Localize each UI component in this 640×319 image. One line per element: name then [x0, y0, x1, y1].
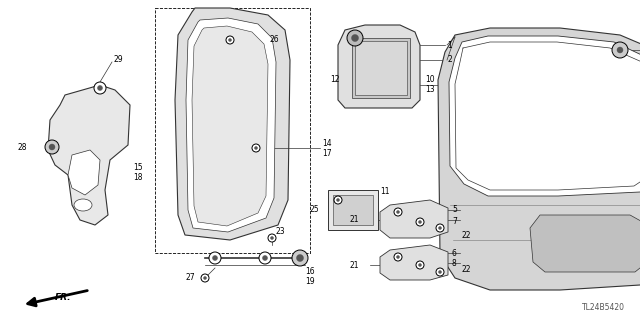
Polygon shape [449, 36, 640, 196]
Text: 26: 26 [270, 35, 280, 44]
Circle shape [351, 34, 358, 41]
Circle shape [252, 144, 260, 152]
Circle shape [204, 277, 207, 279]
Text: 7: 7 [452, 218, 457, 226]
Text: 2: 2 [447, 56, 452, 64]
Bar [352, 38, 410, 98]
Text: TL24B5420: TL24B5420 [582, 303, 625, 312]
Circle shape [416, 261, 424, 269]
Polygon shape [192, 26, 268, 226]
Circle shape [262, 256, 268, 261]
Text: 8: 8 [452, 258, 457, 268]
Circle shape [436, 268, 444, 276]
Circle shape [394, 253, 402, 261]
Bar [155, 8, 310, 253]
Circle shape [438, 226, 442, 229]
Text: 22: 22 [462, 265, 472, 275]
Circle shape [438, 271, 442, 273]
Polygon shape [175, 8, 290, 240]
Text: 28: 28 [18, 143, 28, 152]
Circle shape [397, 256, 399, 258]
Text: 11: 11 [380, 188, 390, 197]
Circle shape [49, 144, 55, 150]
Circle shape [334, 196, 342, 204]
Text: 1: 1 [447, 41, 452, 49]
Text: 13: 13 [425, 85, 435, 94]
Text: 29: 29 [113, 56, 123, 64]
Text: 12: 12 [330, 76, 339, 85]
Circle shape [612, 42, 628, 58]
Text: 16: 16 [305, 268, 315, 277]
Text: 5: 5 [452, 205, 457, 214]
Circle shape [296, 255, 303, 262]
Circle shape [617, 47, 623, 53]
Text: 22: 22 [462, 231, 472, 240]
Polygon shape [438, 28, 640, 290]
Polygon shape [380, 200, 448, 238]
Circle shape [201, 274, 209, 282]
Polygon shape [380, 245, 448, 280]
Polygon shape [186, 18, 276, 232]
Circle shape [347, 30, 363, 46]
Text: 27: 27 [185, 273, 195, 283]
Text: FR.: FR. [55, 293, 72, 302]
Circle shape [212, 256, 218, 261]
Ellipse shape [74, 199, 92, 211]
Bar [328, 190, 378, 230]
Polygon shape [48, 85, 130, 225]
Polygon shape [338, 25, 420, 108]
Circle shape [416, 218, 424, 226]
Bar [333, 195, 373, 225]
Text: 6: 6 [452, 249, 457, 257]
Circle shape [271, 236, 273, 240]
Text: 21: 21 [350, 261, 360, 270]
Circle shape [292, 250, 308, 266]
Circle shape [45, 140, 59, 154]
Circle shape [394, 208, 402, 216]
Bar [355, 41, 407, 95]
Circle shape [259, 252, 271, 264]
Circle shape [337, 198, 339, 202]
Circle shape [436, 224, 444, 232]
Circle shape [226, 36, 234, 44]
Circle shape [97, 85, 102, 91]
Text: 10: 10 [425, 76, 435, 85]
Text: 25: 25 [310, 205, 319, 214]
Circle shape [228, 39, 232, 41]
Text: 17: 17 [322, 149, 332, 158]
Circle shape [268, 234, 276, 242]
Text: 23: 23 [275, 227, 285, 236]
Text: 15: 15 [133, 164, 143, 173]
Text: 18: 18 [133, 174, 143, 182]
Circle shape [209, 252, 221, 264]
Text: 19: 19 [305, 278, 315, 286]
Circle shape [419, 220, 422, 224]
Circle shape [397, 211, 399, 213]
Circle shape [419, 263, 422, 266]
Text: 21: 21 [350, 216, 360, 225]
Polygon shape [68, 150, 100, 195]
Polygon shape [530, 215, 640, 272]
Circle shape [94, 82, 106, 94]
Circle shape [255, 146, 257, 150]
Text: 14: 14 [322, 138, 332, 147]
